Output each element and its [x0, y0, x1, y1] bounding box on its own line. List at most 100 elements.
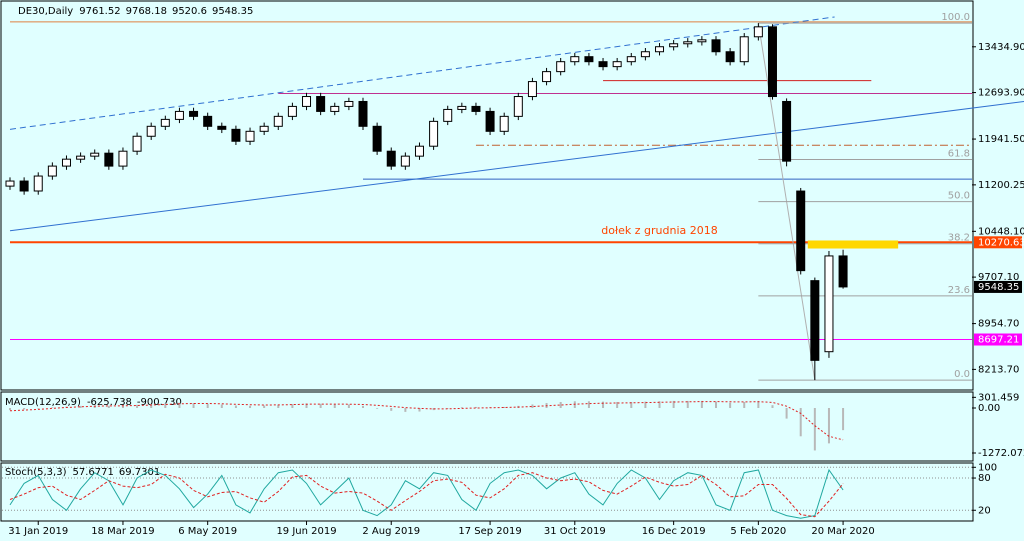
header-value: 9768.18 [126, 6, 167, 17]
macd-bar [23, 407, 26, 410]
fib-label: 50.0 [948, 191, 970, 202]
macd-bar [79, 405, 82, 408]
candle-body [245, 130, 255, 142]
candle-body [19, 180, 29, 192]
annotation: dołek z grudnia 2018 [601, 224, 717, 237]
y-tick-label: 10448.10 [978, 226, 1024, 237]
candle-body [753, 26, 763, 38]
price-label-box [974, 280, 1022, 293]
candle-body [838, 255, 848, 288]
candle-body [316, 96, 326, 112]
fib-label: 23.6 [948, 285, 970, 296]
candle-body [697, 39, 707, 43]
header-value: -900.730 [137, 397, 182, 408]
macd-bar [743, 401, 746, 408]
candle-body [330, 105, 340, 112]
price-label-box [974, 333, 1022, 346]
candle-body [725, 51, 735, 63]
y-tick-label: 12693.90 [978, 88, 1024, 99]
panel-title: MACD(12,26,9) [5, 397, 81, 408]
macd-bar [432, 407, 435, 411]
candle-body [584, 56, 594, 63]
y-tick-label: 11200.25 [978, 180, 1024, 191]
x-tick-label: 19 Jun 2019 [276, 526, 336, 537]
zone [807, 240, 899, 249]
candle-body [273, 115, 283, 127]
candle-body [386, 150, 396, 167]
candle-body [570, 56, 580, 63]
macd-bar [206, 403, 209, 408]
candle-body [457, 105, 467, 110]
candle-body [217, 125, 227, 130]
y-tick-label: 9707.10 [978, 272, 1019, 283]
x-tick-label: 20 Mar 2020 [811, 526, 874, 537]
price-label: 10270.63 [978, 237, 1024, 248]
candle-body [739, 36, 749, 63]
candle-body [513, 96, 523, 117]
macd-bar [150, 404, 153, 408]
candle-body [429, 120, 439, 147]
candle-body [640, 51, 650, 58]
header-value: 69.7301 [119, 467, 160, 478]
candle-body [612, 61, 622, 68]
macd-bar [474, 406, 477, 408]
macd-bar [136, 404, 139, 408]
macd-bar [658, 401, 661, 408]
candle-body [287, 105, 297, 117]
macd-bar [418, 407, 421, 412]
candle-body [542, 71, 552, 83]
macd-bar [305, 403, 308, 408]
header-value: 9548.35 [212, 6, 253, 17]
y-tick-label: -1272.072 [978, 448, 1024, 459]
macd-signal [9, 401, 844, 441]
macd-bar [277, 404, 280, 408]
fib-label: 38.2 [948, 233, 970, 244]
candle-body [189, 110, 199, 117]
candle-body [146, 125, 156, 137]
candle-body [767, 26, 777, 98]
candle-body [598, 61, 608, 68]
candle-body [61, 158, 71, 167]
candle-body [443, 108, 453, 122]
candle-body [118, 150, 128, 167]
candle-body [231, 128, 241, 142]
candle-body [499, 115, 509, 132]
main-panel-frame [0, 0, 974, 391]
macd-bar [291, 404, 294, 408]
candle-body [711, 39, 721, 53]
x-tick-label: 18 Mar 2019 [91, 526, 154, 537]
y-tick-label: 100 [978, 462, 997, 473]
macd-bar [333, 404, 336, 408]
candle-body [471, 105, 481, 112]
x-tick-label: 31 Oct 2019 [544, 526, 606, 537]
panel-title: DE30,Daily [18, 6, 73, 17]
y-tick-label: 20 [978, 505, 991, 516]
candle-body [683, 41, 693, 45]
candle-body [358, 100, 368, 127]
macd-bar [460, 407, 463, 408]
candle-body [372, 125, 382, 152]
fib-label: 100.0 [941, 12, 970, 23]
x-tick-label: 17 Sep 2019 [458, 526, 521, 537]
x-tick-label: 31 Jan 2019 [8, 526, 68, 537]
candle-body [782, 100, 792, 162]
x-tick-label: 5 Feb 2020 [730, 526, 786, 537]
price-label-box [974, 236, 1022, 249]
fib-label: 0.0 [954, 369, 970, 380]
header-value: 9520.6 [172, 6, 207, 17]
macd-bar [220, 404, 223, 408]
candle-body [810, 280, 820, 361]
trend-line [9, 16, 835, 130]
macd-bar [757, 400, 760, 408]
macd-bar [51, 407, 54, 408]
macd-bar [813, 407, 816, 451]
candle-body [104, 152, 114, 167]
macd-bar [531, 404, 534, 408]
macd-bar [234, 405, 237, 408]
macd-bar [715, 401, 717, 408]
candle-body [47, 165, 57, 177]
stoch-signal [9, 472, 844, 518]
candle-body [160, 118, 170, 127]
macd-bar [121, 405, 124, 408]
